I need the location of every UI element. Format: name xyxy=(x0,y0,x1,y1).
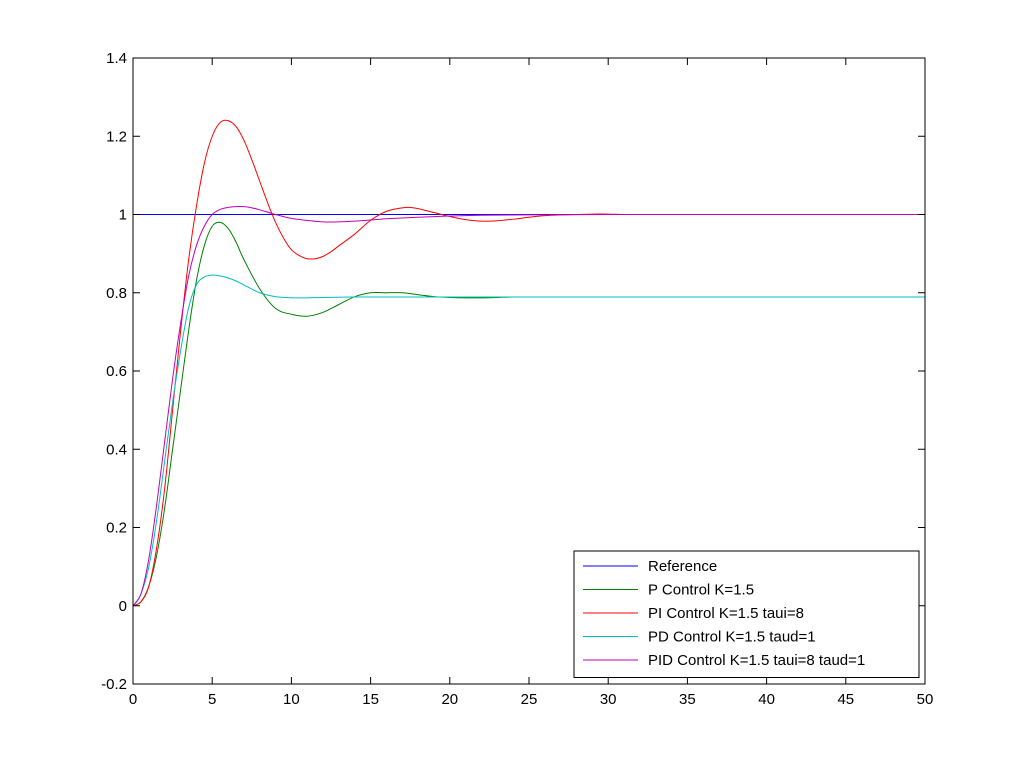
legend-label: P Control K=1.5 xyxy=(648,582,754,599)
x-tick-label: 45 xyxy=(837,691,854,708)
x-tick-label: 35 xyxy=(679,691,696,708)
y-tick-label: -0.2 xyxy=(101,676,127,693)
legend-label: PD Control K=1.5 taud=1 xyxy=(648,629,816,646)
legend: Reference P Control K=1.5 PI Control K=1.5… xyxy=(573,550,920,678)
legend-label: PI Control K=1.5 taui=8 xyxy=(648,605,804,622)
y-tick-label: 0.4 xyxy=(106,441,127,458)
y-tick-label: 0.8 xyxy=(106,285,127,302)
x-tick-label: 25 xyxy=(521,691,538,708)
x-tick-label: 0 xyxy=(129,691,137,708)
y-tick-label: 0 xyxy=(119,598,127,615)
y-tick-label: 1.4 xyxy=(106,50,127,67)
x-tick-label: 40 xyxy=(758,691,775,708)
legend-label: PID Control K=1.5 taui=8 taud=1 xyxy=(648,652,865,669)
y-tick-label: 1.2 xyxy=(106,128,127,145)
x-tick-label: 50 xyxy=(917,691,934,708)
x-tick-label: 15 xyxy=(362,691,379,708)
x-tick-label: 10 xyxy=(283,691,300,708)
y-tick-label: 0.6 xyxy=(106,363,127,380)
series-line-4 xyxy=(132,274,925,607)
legend-box xyxy=(573,550,920,678)
x-tick-label: 20 xyxy=(441,691,458,708)
x-tick-label: 30 xyxy=(600,691,617,708)
x-tick-label: 5 xyxy=(208,691,216,708)
x-axis-ticks: 0 5 10 15 20 25 30 35 40 45 50 xyxy=(129,58,934,708)
y-tick-label: 0.2 xyxy=(106,520,127,537)
legend-label: Reference xyxy=(648,558,717,575)
y-axis-ticks: -0.2 0 0.2 0.4 0.6 0.8 1 1.2 1.4 xyxy=(101,50,925,693)
series-line-5 xyxy=(132,206,925,607)
plot-series xyxy=(132,119,925,607)
y-tick-label: 1 xyxy=(119,207,127,224)
